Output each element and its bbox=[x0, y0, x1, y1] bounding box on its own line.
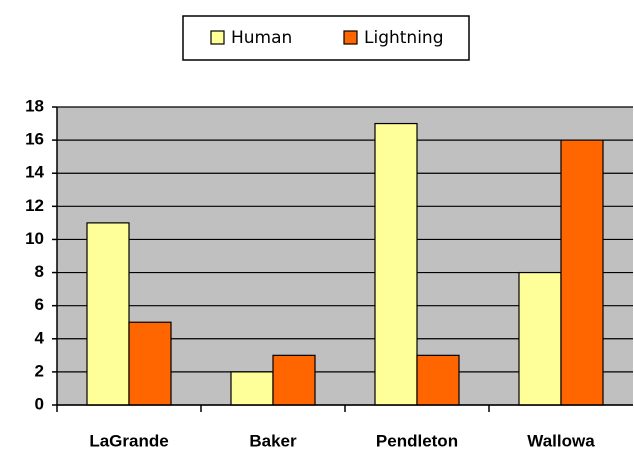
bar bbox=[416, 354, 460, 406]
x-tick-label: Wallowa bbox=[527, 431, 595, 450]
y-tick-label: 16 bbox=[25, 130, 44, 149]
y-tick-label: 12 bbox=[25, 196, 44, 215]
bar bbox=[374, 122, 418, 406]
legend-label: Human bbox=[231, 28, 292, 48]
bar bbox=[86, 222, 130, 406]
y-tick-label: 6 bbox=[35, 295, 44, 314]
legend-label: Lightning bbox=[364, 28, 444, 48]
y-tick-label: 8 bbox=[35, 262, 44, 281]
x-tick-label: Baker bbox=[249, 431, 297, 450]
y-tick-label: 10 bbox=[25, 229, 44, 248]
bar bbox=[518, 271, 562, 406]
y-tick-label: 18 bbox=[25, 96, 44, 115]
x-tick-label: Pendleton bbox=[376, 431, 458, 450]
bar bbox=[230, 371, 274, 406]
legend-box bbox=[182, 15, 470, 61]
bar bbox=[128, 321, 172, 406]
y-tick-label: 0 bbox=[35, 394, 44, 413]
legend-swatch bbox=[343, 30, 358, 45]
bar bbox=[560, 139, 604, 406]
x-tick-label: LaGrande bbox=[89, 431, 168, 450]
y-tick-label: 2 bbox=[35, 361, 44, 380]
y-tick-label: 4 bbox=[35, 328, 45, 347]
y-tick-label: 14 bbox=[25, 163, 44, 182]
legend-swatch bbox=[210, 30, 225, 45]
bar bbox=[272, 354, 316, 406]
